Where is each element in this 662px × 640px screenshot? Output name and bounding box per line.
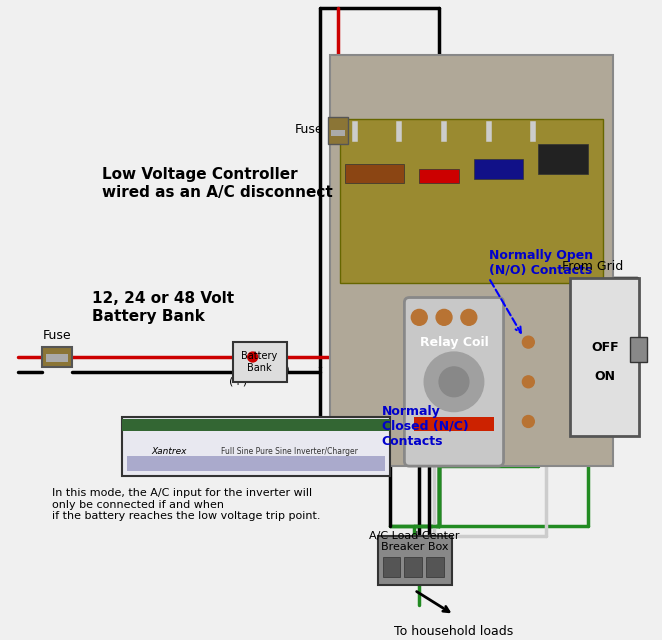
Text: Relay Coil: Relay Coil	[420, 335, 489, 349]
Bar	[122, 417, 389, 476]
Bar	[404, 557, 422, 577]
Bar	[377, 536, 452, 585]
Bar	[340, 119, 602, 283]
Bar	[122, 419, 389, 431]
Text: A/C Load Center
Breaker Box: A/C Load Center Breaker Box	[369, 531, 459, 552]
Bar	[233, 342, 287, 382]
Text: From Grid: From Grid	[562, 260, 624, 273]
Text: Full Sine Pure Sine Inverter/Charger: Full Sine Pure Sine Inverter/Charger	[221, 447, 357, 456]
Text: 12, 24 or 48 Volt
Battery Bank: 12, 24 or 48 Volt Battery Bank	[92, 291, 234, 324]
Circle shape	[461, 309, 477, 325]
Text: Normally Open
(N/O) Contacts: Normally Open (N/O) Contacts	[489, 249, 592, 277]
Text: Xantrex: Xantrex	[152, 447, 187, 456]
Circle shape	[248, 352, 258, 362]
Bar	[46, 354, 68, 362]
Bar	[345, 164, 404, 184]
Circle shape	[424, 352, 484, 412]
Text: Normaly
Closed (N/C)
Contacts: Normaly Closed (N/C) Contacts	[381, 405, 468, 448]
Bar	[538, 144, 588, 173]
Text: Battery
Bank: Battery Bank	[242, 351, 278, 372]
Text: In this mode, the A/C input for the inverter will
only be connected if and when
: In this mode, the A/C input for the inve…	[52, 488, 321, 521]
Bar	[383, 557, 401, 577]
Text: (+): (+)	[228, 377, 247, 387]
Circle shape	[522, 336, 534, 348]
Bar	[331, 130, 345, 136]
Text: (-): (-)	[277, 365, 290, 375]
Bar	[330, 54, 612, 466]
Bar	[126, 456, 385, 471]
Bar	[42, 347, 72, 367]
Bar	[630, 337, 647, 362]
FancyBboxPatch shape	[404, 298, 504, 466]
Text: OFF: OFF	[591, 340, 618, 354]
Circle shape	[522, 415, 534, 428]
Text: Low Voltage Controller
wired as an A/C disconnect: Low Voltage Controller wired as an A/C d…	[102, 167, 333, 200]
Bar	[474, 159, 524, 179]
Circle shape	[439, 367, 469, 397]
Bar	[419, 168, 459, 184]
Circle shape	[411, 309, 427, 325]
Bar	[414, 417, 494, 431]
Bar	[426, 557, 444, 577]
Text: Fuse: Fuse	[295, 124, 323, 136]
Bar	[570, 278, 639, 436]
Circle shape	[522, 376, 534, 388]
Text: ON: ON	[594, 371, 615, 383]
Text: Fuse: Fuse	[43, 329, 71, 342]
Bar	[328, 117, 348, 144]
Text: To household loads: To household loads	[395, 625, 514, 638]
Circle shape	[436, 309, 452, 325]
